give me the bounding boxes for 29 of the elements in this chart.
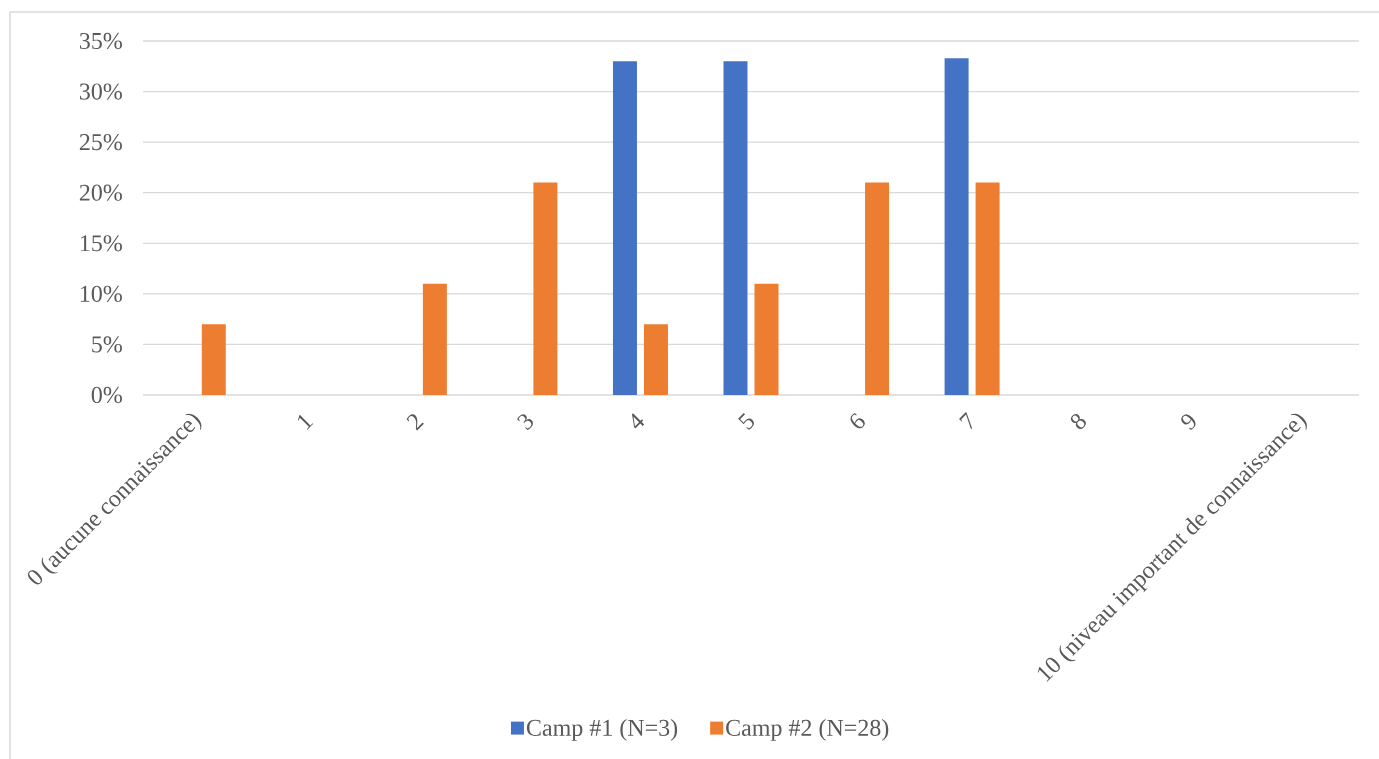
y-tick-label: 5% (92, 336, 122, 353)
x-tick-label: 3 (517, 414, 533, 431)
x-tick-label: 8 (1070, 413, 1086, 430)
y-tick-label: 0% (91, 386, 122, 404)
bar (201, 324, 226, 395)
bar (643, 324, 668, 395)
x-tick-label: 4 (631, 413, 645, 429)
bar (944, 58, 969, 395)
bar (422, 283, 447, 395)
x-tick-label: 1 (297, 414, 314, 430)
y-tick-label: 20% (79, 184, 122, 201)
bar (723, 61, 748, 395)
y-tick-label: 10% (80, 285, 122, 302)
x-tick-label: 9 (1181, 414, 1196, 431)
bar (612, 61, 637, 395)
x-tick-label: 5 (738, 412, 754, 430)
bar (754, 283, 779, 395)
legend-label: Camp #2 (N=28) (726, 719, 889, 741)
legend-label: Camp #1 (N=3) (526, 719, 678, 741)
bar (533, 182, 558, 395)
y-tick-label: 25% (79, 134, 122, 151)
y-tick-label: 15% (80, 235, 122, 252)
x-tick-label: 2 (406, 414, 424, 431)
bar (865, 182, 890, 395)
y-tick-label: 30% (79, 83, 122, 100)
x-tick-label: 7 (959, 412, 973, 430)
y-tick-label: 35% (79, 32, 122, 50)
bar (975, 182, 1000, 395)
x-tick-label: 6 (850, 412, 865, 429)
